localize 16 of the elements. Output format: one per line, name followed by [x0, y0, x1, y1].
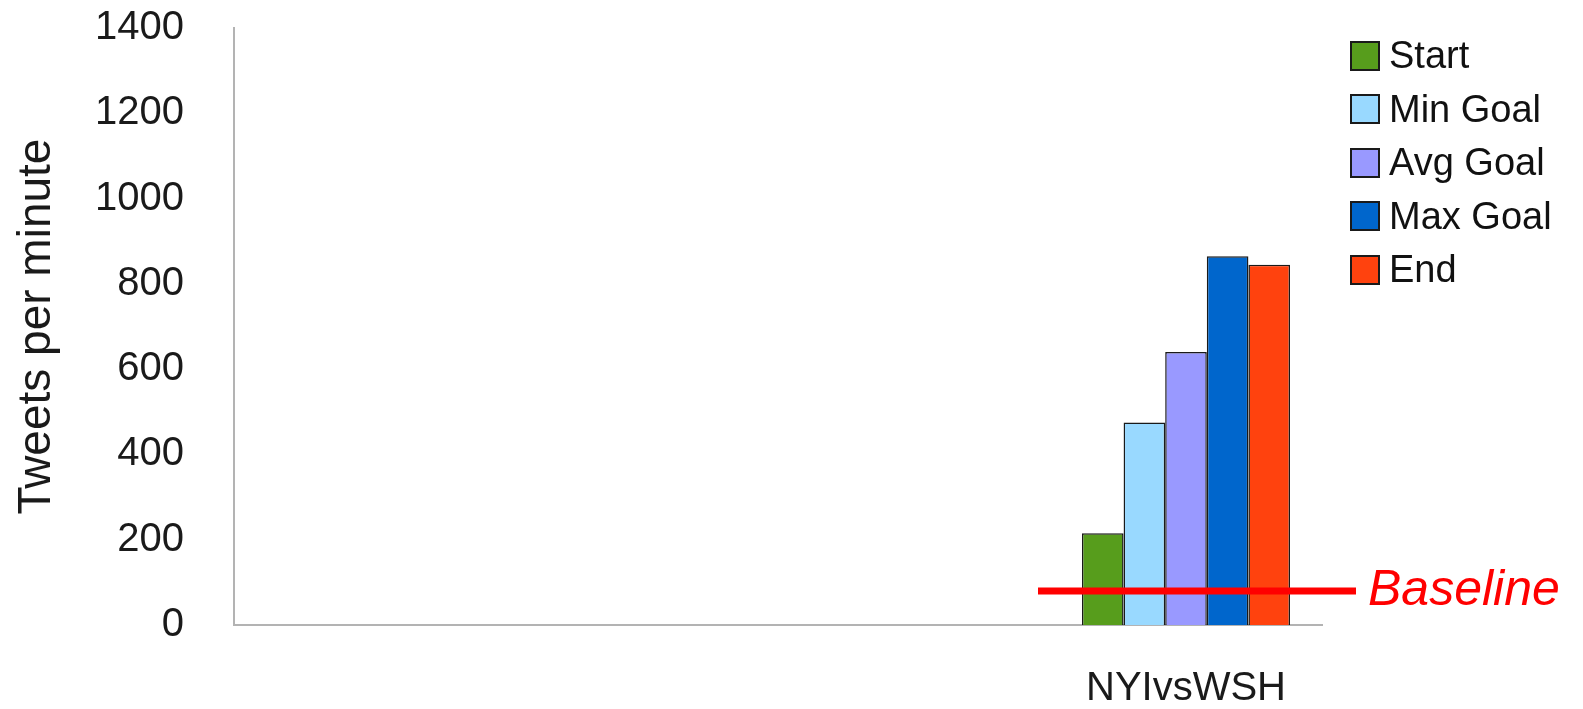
x-tick-label: NYIvsWSH: [1086, 664, 1286, 709]
y-tick-label: 1200: [95, 88, 184, 133]
y-tick-label: 800: [117, 258, 184, 303]
y-tick-label: 600: [117, 344, 184, 389]
y-tick-label: 1000: [95, 173, 184, 218]
y-tick-label: 1400: [95, 3, 184, 48]
legend-label: Max Goal: [1389, 194, 1552, 238]
y-tick-label: 200: [117, 514, 184, 559]
legend-label: Min Goal: [1389, 87, 1542, 131]
legend-label: Avg Goal: [1389, 141, 1545, 185]
y-axis-title: Tweets per minute: [8, 138, 61, 515]
legend-label: End: [1389, 248, 1457, 292]
y-tick-label: 400: [117, 429, 184, 474]
legend-label: Start: [1389, 34, 1470, 78]
y-tick-label: 0: [161, 600, 184, 645]
ref-line-label: Baseline: [1368, 559, 1560, 616]
